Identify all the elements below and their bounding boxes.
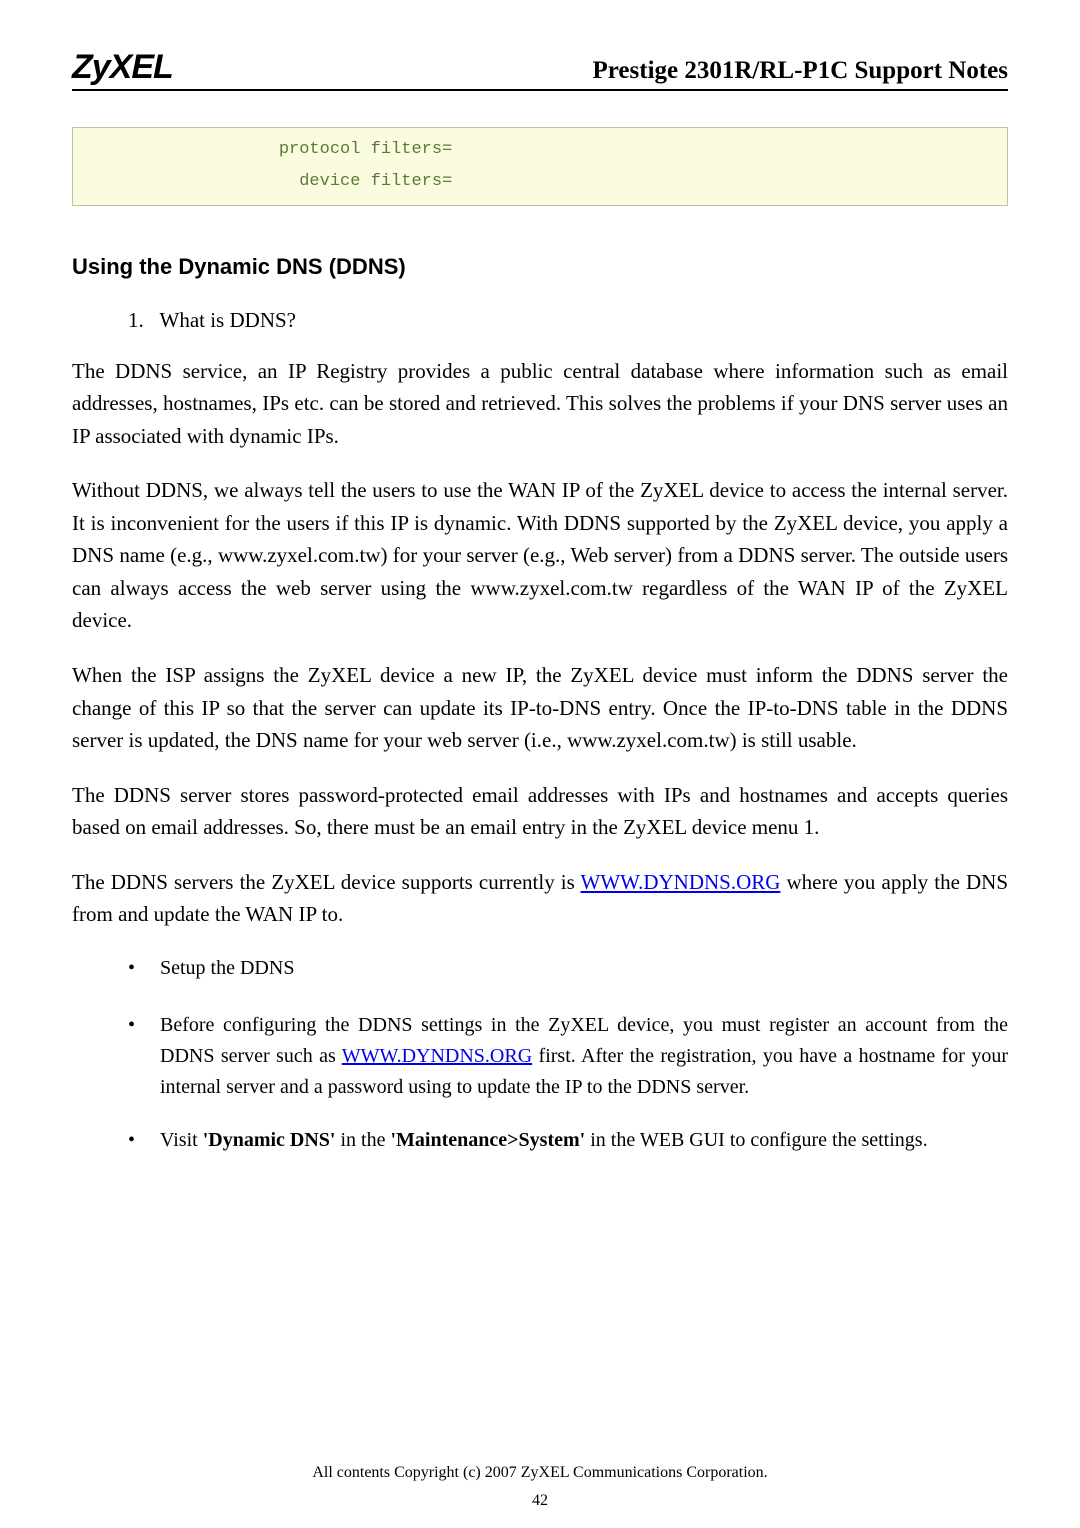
page-number: 42 xyxy=(0,1492,1080,1510)
paragraph: Without DDNS, we always tell the users t… xyxy=(72,474,1008,637)
bullet-list: • Setup the DDNS • Before configuring th… xyxy=(128,953,1008,1156)
paragraph: The DDNS service, an IP Registry provide… xyxy=(72,355,1008,453)
paragraph: The DDNS servers the ZyXEL device suppor… xyxy=(72,866,1008,931)
dyndns-link[interactable]: WWW.DYNDNS.ORG xyxy=(342,1045,532,1067)
logo: ZyXEL xyxy=(72,48,173,87)
text-span: Visit xyxy=(160,1129,203,1151)
text-span: The DDNS servers the ZyXEL device suppor… xyxy=(72,870,581,894)
bullet-item: • Setup the DDNS xyxy=(128,953,1008,984)
bullet-item: • Before configuring the DDNS settings i… xyxy=(128,1010,1008,1103)
document-title: Prestige 2301R/RL-P1C Support Notes xyxy=(593,57,1008,85)
bold-text: 'Dynamic DNS' xyxy=(203,1129,336,1151)
item-text: What is DDNS? xyxy=(160,308,296,332)
bullet-item: • Visit 'Dynamic DNS' in the 'Maintenanc… xyxy=(128,1125,1008,1156)
code-line: device filters= xyxy=(85,166,995,198)
page-header: ZyXEL Prestige 2301R/RL-P1C Support Note… xyxy=(72,48,1008,91)
code-line: protocol filters= xyxy=(85,134,995,166)
bullet-dot-icon: • xyxy=(128,1010,160,1103)
bullet-text: Before configuring the DDNS settings in … xyxy=(160,1010,1008,1103)
paragraph: When the ISP assigns the ZyXEL device a … xyxy=(72,659,1008,757)
code-block: protocol filters= device filters= xyxy=(72,127,1008,206)
dyndns-link[interactable]: WWW.DYNDNS.ORG xyxy=(581,870,781,894)
bullet-dot-icon: • xyxy=(128,953,160,984)
text-span: in the xyxy=(336,1129,391,1151)
item-number: 1. xyxy=(128,308,144,332)
text-span: in the WEB GUI to configure the settings… xyxy=(585,1129,927,1151)
numbered-list-item: 1. What is DDNS? xyxy=(128,308,1008,333)
footer-copyright: All contents Copyright (c) 2007 ZyXEL Co… xyxy=(0,1464,1080,1482)
section-heading: Using the Dynamic DNS (DDNS) xyxy=(72,254,1008,280)
bold-text: 'Maintenance>System' xyxy=(391,1129,586,1151)
paragraph: The DDNS server stores password-protecte… xyxy=(72,779,1008,844)
bullet-text: Visit 'Dynamic DNS' in the 'Maintenance>… xyxy=(160,1125,1008,1156)
bullet-text: Setup the DDNS xyxy=(160,953,1008,984)
bullet-dot-icon: • xyxy=(128,1125,160,1156)
